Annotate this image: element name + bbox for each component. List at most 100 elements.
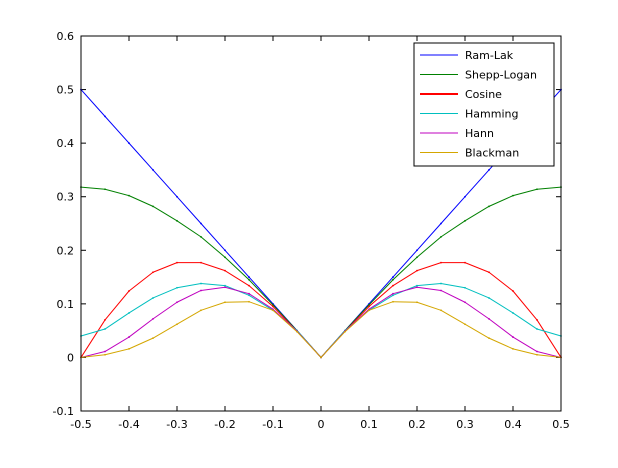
data-point (440, 261, 442, 264)
data-point (104, 353, 106, 356)
legend-label: Hamming (465, 108, 518, 121)
series-blackman (80, 300, 562, 359)
y-tick-label: 0.6 (57, 30, 75, 43)
data-point (368, 305, 370, 308)
legend: Ram-Lak Shepp-Logan Cosine Hamming Hann Black… (413, 42, 555, 167)
x-tick-label: 0.3 (456, 418, 474, 431)
x-tick-label: 0.5 (552, 418, 570, 431)
y-tick-label: 0.2 (57, 244, 75, 257)
data-point (176, 219, 178, 222)
data-point (248, 300, 250, 303)
data-point (512, 336, 514, 338)
data-point (512, 347, 514, 350)
x-tick-label: 0 (318, 418, 325, 431)
data-point (176, 286, 178, 289)
legend-item: Ram-Lak (420, 49, 514, 62)
legend-label: Hann (465, 127, 494, 140)
data-point (128, 312, 130, 314)
data-point (176, 323, 178, 326)
data-point (392, 278, 394, 281)
x-tick-label: 0.2 (408, 418, 426, 431)
data-point (200, 282, 202, 285)
data-point (416, 286, 418, 289)
y-tick-label: 0.3 (57, 191, 75, 204)
data-point (488, 297, 490, 299)
data-point (104, 350, 106, 353)
data-point (392, 300, 394, 303)
x-tick-label: -0.1 (262, 418, 283, 431)
data-point (200, 222, 202, 225)
legend-item: Blackman (420, 147, 519, 160)
data-point (248, 278, 250, 281)
data-point (488, 317, 490, 320)
y-tick-label: -0.1 (53, 405, 74, 418)
data-point (248, 292, 250, 295)
data-point (224, 269, 226, 272)
data-point (464, 195, 466, 198)
data-point (128, 336, 130, 338)
data-point (536, 188, 538, 191)
data-point (488, 271, 490, 274)
data-point (464, 286, 466, 289)
data-point (440, 282, 442, 285)
data-point (488, 169, 490, 171)
data-point (224, 256, 226, 259)
data-point (440, 235, 442, 238)
data-point (152, 205, 154, 208)
y-tick-label: 0.1 (57, 298, 75, 311)
legend-box (413, 42, 555, 167)
y-tick-labels: -0.1 0 0.1 0.2 0.3 0.4 0.5 0.6 (53, 30, 74, 418)
data-point (104, 115, 106, 118)
data-point (512, 194, 514, 197)
data-point (104, 328, 106, 330)
data-point (344, 330, 346, 333)
data-point (248, 276, 250, 278)
legend-label: Cosine (465, 88, 502, 101)
data-point (488, 205, 490, 208)
data-point (200, 235, 202, 238)
data-point (536, 350, 538, 353)
data-point (416, 256, 418, 259)
data-point (488, 337, 490, 340)
data-point (368, 309, 370, 312)
legend-item: Hamming (420, 108, 518, 121)
data-point (464, 323, 466, 326)
y-tick-label: 0.5 (57, 84, 75, 97)
data-point (368, 304, 370, 306)
data-point (152, 297, 154, 299)
data-point (464, 219, 466, 222)
data-point (392, 294, 394, 297)
data-point (392, 292, 394, 295)
data-point (152, 317, 154, 320)
data-point (464, 301, 466, 304)
data-point (536, 353, 538, 356)
data-point (416, 284, 418, 287)
data-point (152, 271, 154, 274)
data-point (320, 356, 322, 359)
data-point (416, 269, 418, 272)
data-point (416, 249, 418, 252)
data-point (224, 286, 226, 289)
legend-item: Hann (420, 127, 494, 140)
data-point (248, 294, 250, 297)
data-point (248, 284, 250, 287)
x-tick-label: -0.5 (70, 418, 91, 431)
data-point (128, 194, 130, 197)
data-point (152, 169, 154, 171)
data-point (464, 261, 466, 264)
data-point (200, 261, 202, 264)
data-point (176, 301, 178, 304)
data-point (440, 289, 442, 292)
x-tick-label: -0.3 (166, 418, 187, 431)
data-point (512, 312, 514, 314)
data-point (224, 249, 226, 252)
legend-item: Shepp-Logan (420, 69, 537, 82)
data-point (272, 309, 274, 312)
data-point (200, 309, 202, 312)
data-point (536, 328, 538, 330)
y-tick-label: 0.4 (57, 137, 75, 150)
data-point (128, 142, 130, 145)
legend-item: Cosine (420, 88, 502, 101)
